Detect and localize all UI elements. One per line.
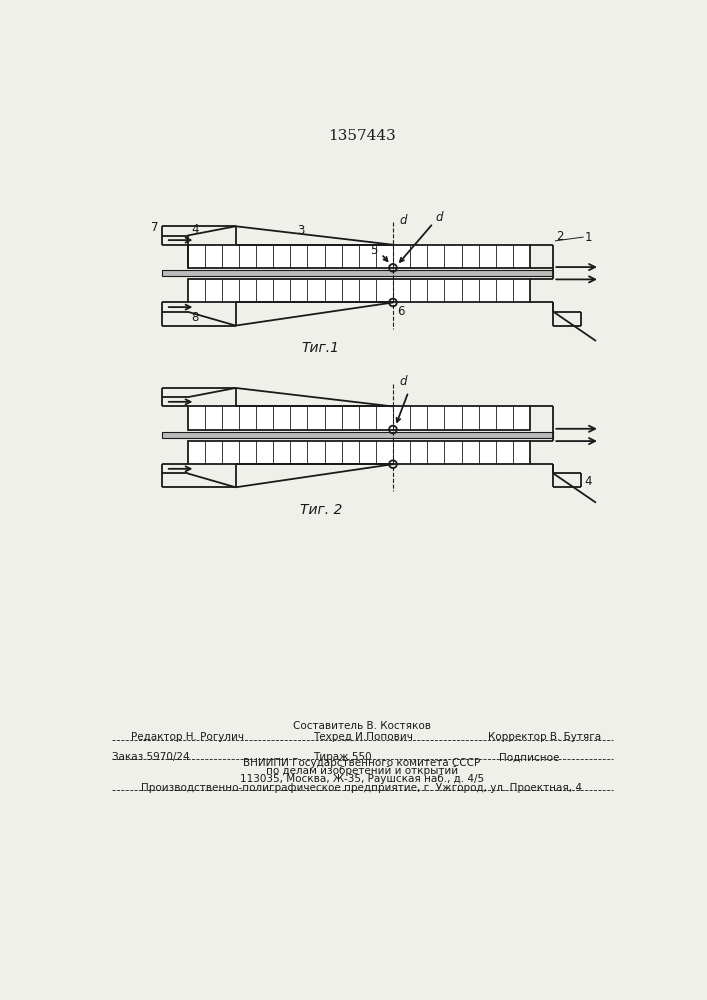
Text: Корректор В. Бутяга: Корректор В. Бутяга (488, 732, 601, 742)
Text: Τиг. 2: Τиг. 2 (300, 503, 342, 517)
Text: Заказ 5970/24: Заказ 5970/24 (112, 752, 189, 762)
Text: Тираж 550: Тираж 550 (313, 752, 372, 762)
Text: d: d (399, 375, 407, 388)
Text: Подписное: Подписное (499, 752, 559, 762)
Text: 3: 3 (298, 224, 305, 237)
Text: 4: 4 (192, 223, 199, 236)
Bar (162, 270, 554, 276)
Bar (162, 432, 554, 438)
Text: по делам изобретений и открытий: по делам изобретений и открытий (266, 766, 458, 776)
Text: 1: 1 (585, 231, 592, 244)
Text: Τиг.1: Τиг.1 (302, 341, 340, 355)
Text: 2: 2 (556, 230, 563, 243)
Text: Производственно-полиграфическое предприятие, г. Ужгород, ул. Проектная, 4: Производственно-полиграфическое предприя… (141, 783, 583, 793)
Text: 1357443: 1357443 (328, 129, 396, 143)
Text: 6: 6 (397, 305, 404, 318)
Bar (187, 245, 530, 268)
Bar (187, 406, 530, 430)
Bar (187, 441, 530, 464)
Text: Редактор Н. Рогулич: Редактор Н. Рогулич (131, 732, 244, 742)
Text: 8: 8 (192, 311, 199, 324)
Text: Составитель В. Костяков: Составитель В. Костяков (293, 721, 431, 731)
Bar (187, 279, 530, 302)
Text: 4: 4 (585, 475, 592, 488)
Text: 7: 7 (151, 221, 158, 234)
Text: 5: 5 (370, 244, 378, 257)
Text: d: d (399, 214, 407, 227)
Text: 113035, Москва, Ж-35, Раушская наб., д. 4/5: 113035, Москва, Ж-35, Раушская наб., д. … (240, 774, 484, 784)
Text: Техред И.Попович: Техред И.Попович (313, 732, 413, 742)
Text: ВНИИПИ Государственного комитета СССР: ВНИИПИ Государственного комитета СССР (243, 758, 481, 768)
Text: d: d (436, 211, 443, 224)
